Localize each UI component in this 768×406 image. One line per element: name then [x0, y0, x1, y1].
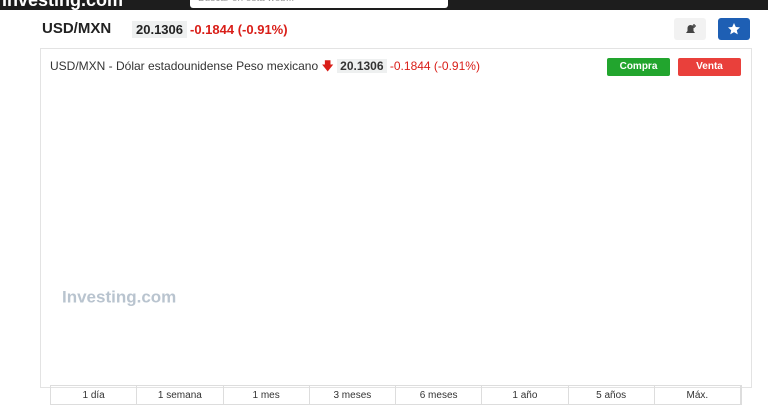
range-tabs: 1 día 1 semana 1 mes 3 meses 6 meses 1 año 5 a… [50, 385, 742, 405]
range-tab[interactable]: Máx. [655, 386, 741, 404]
range-tab[interactable]: 5 años [569, 386, 655, 404]
search-box[interactable]: Buscar en esta web... [190, 0, 448, 8]
chart-panel [40, 48, 752, 388]
top-bar: Investing.com Buscar en esta web... [0, 0, 768, 10]
chart-header: USD/MXN - Dólar estadounidense Peso mexi… [50, 57, 480, 78]
change-pct: (-0.91%) [237, 22, 288, 37]
range-tab[interactable]: 1 semana [137, 386, 224, 404]
sell-button[interactable]: Venta [678, 58, 741, 76]
buy-button[interactable]: Compra [607, 58, 670, 76]
range-tab[interactable]: 1 mes [224, 386, 310, 404]
change-value: -0.1844 [190, 22, 235, 37]
price: 20.1306 [132, 21, 187, 38]
chart-change: -0.1844 (-0.91%) [389, 59, 480, 73]
range-tab[interactable]: 1 día [51, 386, 138, 404]
range-tab[interactable]: 6 meses [396, 386, 483, 404]
change: -0.1844 (-0.91%) [190, 22, 288, 37]
logo[interactable]: Investing.com [2, 0, 124, 10]
range-tab[interactable]: 1 año [482, 386, 569, 404]
watchlist-button[interactable] [718, 18, 750, 40]
chart-price: 20.1306 [337, 59, 387, 73]
range-tab[interactable]: 3 meses [310, 386, 396, 404]
watermark: Investing.com [62, 287, 176, 306]
chart-title: USD/MXN - Dólar estadounidense Peso mexi… [50, 59, 319, 73]
down-arrow: 🡇 [321, 59, 334, 73]
symbol: USD/MXN [42, 20, 112, 37]
